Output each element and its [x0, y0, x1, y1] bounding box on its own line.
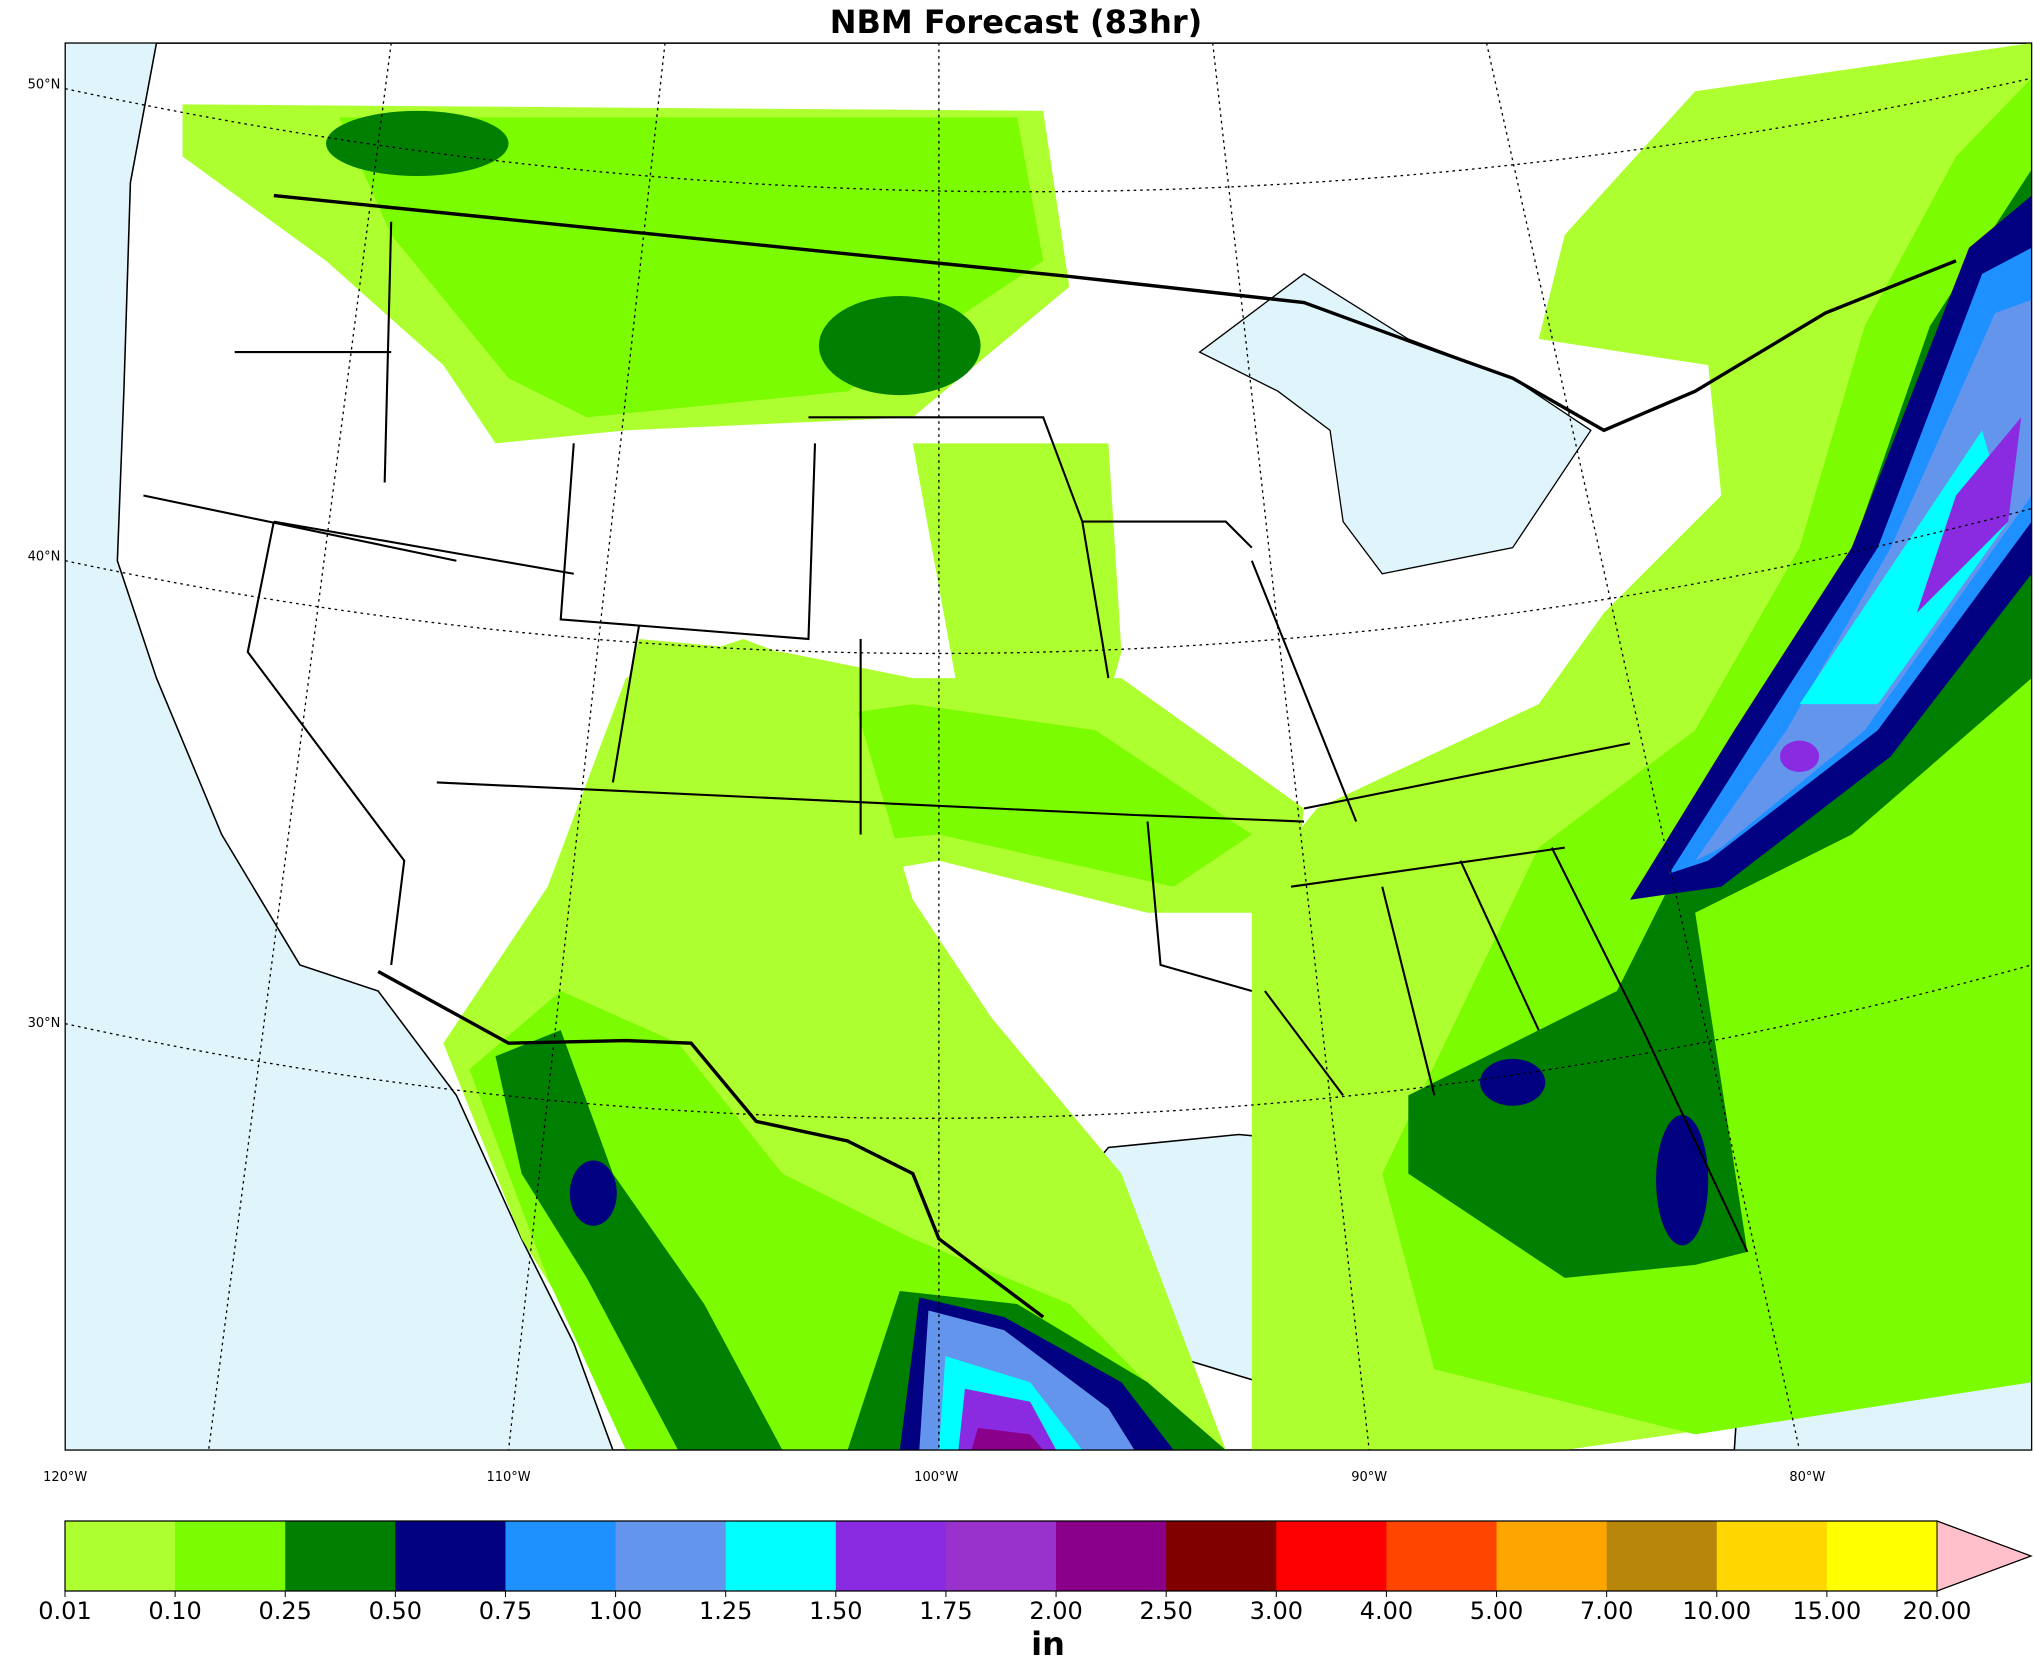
- colorbar-swatch: [285, 1521, 396, 1591]
- colorbar-swatch: [725, 1521, 837, 1591]
- colorbar-swatch: [1826, 1521, 1938, 1591]
- colorbar-swatch: [175, 1521, 286, 1591]
- colorbar-outline: [64, 1520, 2033, 1592]
- lat-label: 50°N: [28, 77, 61, 92]
- colorbar-label: 0.10: [148, 1597, 201, 1625]
- colorbar-swatch: [945, 1521, 1057, 1591]
- colorbar-label: 3.00: [1250, 1597, 1303, 1625]
- colorbar-swatch: [1606, 1521, 1718, 1591]
- colorbar-swatch: [1386, 1521, 1498, 1591]
- colorbar-label: 0.75: [479, 1597, 532, 1625]
- colorbar-label: 15.00: [1793, 1597, 1862, 1625]
- lon-label: 110°W: [486, 1470, 530, 1485]
- colorbar-label: 7.00: [1580, 1597, 1633, 1625]
- lon-label: 120°W: [43, 1470, 87, 1485]
- colorbar-swatch: [395, 1521, 506, 1591]
- colorbar-label: 1.75: [919, 1597, 972, 1625]
- colorbar-swatch: [65, 1521, 176, 1591]
- colorbar-label: 1.25: [699, 1597, 752, 1625]
- lon-label: 80°W: [1789, 1470, 1825, 1485]
- colorbar-label: 4.00: [1360, 1597, 1413, 1625]
- colorbar-label: 2.00: [1029, 1597, 1082, 1625]
- colorbar-swatch: [1056, 1521, 1167, 1591]
- colorbar-swatch: [835, 1521, 947, 1591]
- colorbar-label: 0.25: [259, 1597, 312, 1625]
- colorbar-label: 2.50: [1139, 1597, 1192, 1625]
- colorbar-label: 10.00: [1682, 1597, 1751, 1625]
- colorbar-swatch: [505, 1521, 617, 1591]
- colorbar-label: 5.00: [1470, 1597, 1523, 1625]
- colorbar-swatch: [615, 1521, 727, 1591]
- colorbar-label: 0.50: [369, 1597, 422, 1625]
- colorbar-label: 0.01: [38, 1597, 91, 1625]
- colorbar-label: 1.00: [589, 1597, 642, 1625]
- map: [64, 42, 2033, 1451]
- lat-label: 40°N: [28, 549, 61, 564]
- colorbar-label: 1.50: [809, 1597, 862, 1625]
- lat-label: 30°N: [28, 1016, 61, 1031]
- colorbar-extend: [1936, 1520, 2033, 1592]
- lon-label: 100°W: [914, 1470, 958, 1485]
- colorbar-swatch: [1166, 1521, 1277, 1591]
- colorbar-label: 20.00: [1903, 1597, 1972, 1625]
- colorbar-unit: in: [1031, 1625, 1065, 1663]
- colorbar-swatch: [1716, 1521, 1828, 1591]
- colorbar-swatch: [1276, 1521, 1387, 1591]
- colorbar-swatch: [1496, 1521, 1608, 1591]
- map-title: NBM Forecast (83hr): [830, 3, 1203, 41]
- lon-label: 90°W: [1351, 1470, 1387, 1485]
- precipitation-field: [182, 43, 2032, 1451]
